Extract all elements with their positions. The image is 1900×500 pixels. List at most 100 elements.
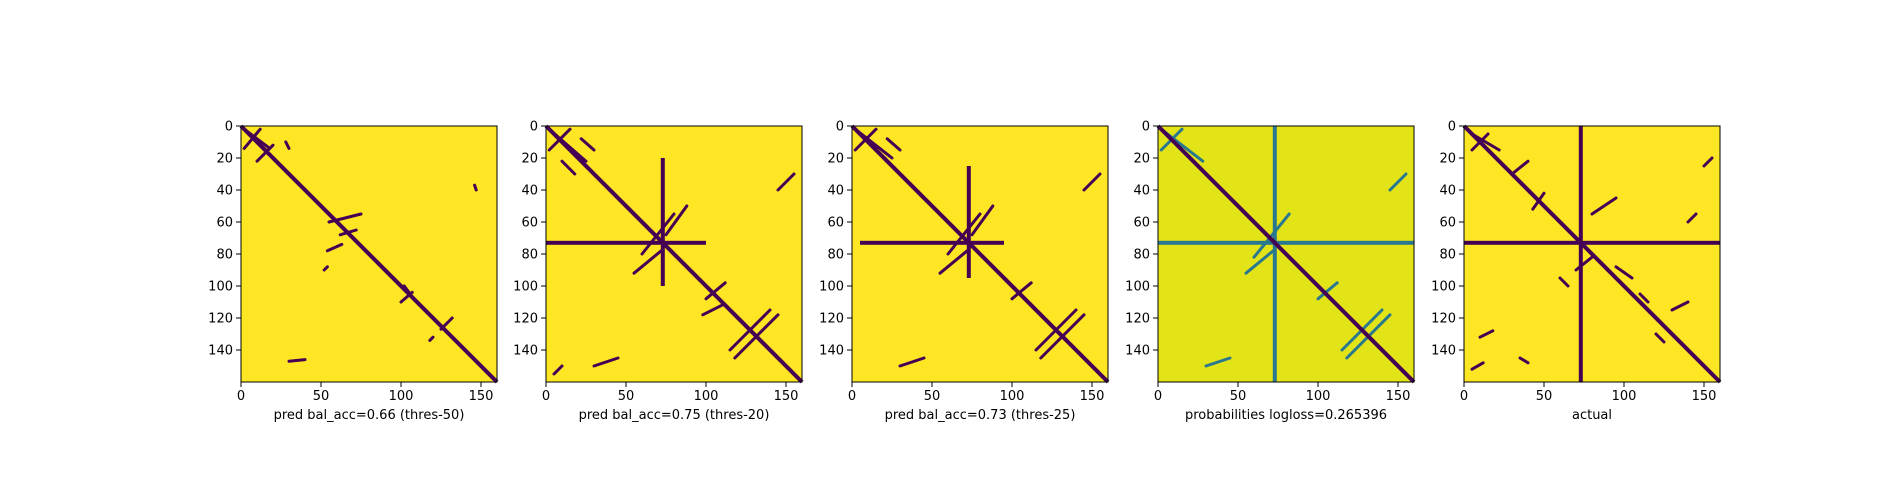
x-tick-label: 100	[1612, 389, 1637, 404]
contact-band	[1614, 265, 1634, 280]
diagonal-band	[850, 124, 1110, 384]
contact-band	[938, 249, 969, 275]
contact-band	[664, 204, 689, 237]
diagonal-band	[239, 124, 499, 384]
y-tick-label: 100	[819, 280, 844, 295]
contact-band	[1388, 172, 1408, 192]
y-tick-label: 20	[1439, 152, 1456, 167]
contact-band	[473, 183, 478, 192]
contact-band	[946, 212, 982, 256]
y-tick-label: 80	[1439, 248, 1456, 263]
x-tick-label: 100	[389, 389, 414, 404]
contact-band	[1686, 212, 1698, 224]
contact-band	[579, 137, 596, 152]
y-tick-label: 60	[827, 216, 844, 231]
y-tick-label: 0	[1448, 120, 1456, 135]
y-tick-label: 60	[1439, 216, 1456, 231]
y-tick-label: 0	[530, 120, 538, 135]
row-line	[1464, 240, 1720, 245]
x-tick-label: 150	[774, 389, 799, 404]
y-tick-label: 120	[1431, 312, 1456, 327]
y-tick-label: 40	[1439, 184, 1456, 199]
contact-band	[1574, 255, 1594, 272]
x-tick-label: 50	[1230, 389, 1247, 404]
contact-band	[287, 358, 307, 363]
x-axis-label: probabilities logloss=0.265396	[1185, 408, 1387, 423]
heatmap-panel-5: 0 50 100 150 0 20 40 60 80 100 120 140 actual	[1431, 120, 1722, 423]
y-tick-label: 20	[1133, 152, 1150, 167]
contact-band	[552, 364, 564, 376]
x-axis-label: pred bal_acc=0.75 (thres-20)	[579, 408, 770, 423]
y-tick-label: 120	[208, 312, 233, 327]
contact-band	[701, 303, 724, 317]
y-tick-label: 120	[513, 312, 538, 327]
y-tick-label: 80	[1133, 248, 1150, 263]
contact-band	[592, 356, 620, 368]
x-axis-label: pred bal_acc=0.66 (thres-50)	[274, 408, 465, 423]
contact-band	[1654, 332, 1666, 344]
contact-band	[885, 137, 902, 152]
y-tick-label: 140	[513, 344, 538, 359]
contact-band	[325, 242, 344, 253]
diagonal-band	[1156, 124, 1416, 384]
row-line	[860, 240, 1004, 245]
contact-band	[1010, 281, 1033, 301]
x-tick-label: 0	[237, 389, 245, 404]
y-tick-label: 0	[836, 120, 844, 135]
y-tick-label: 100	[513, 280, 538, 295]
x-tick-label: 0	[848, 389, 856, 404]
x-tick-label: 50	[924, 389, 941, 404]
y-tick-label: 80	[216, 248, 233, 263]
y-tick-label: 60	[216, 216, 233, 231]
x-tick-label: 150	[1080, 389, 1105, 404]
contact-band	[1316, 281, 1339, 301]
contact-band	[322, 265, 329, 272]
x-tick-label: 150	[1386, 389, 1411, 404]
y-tick-label: 120	[1125, 312, 1150, 327]
contact-band	[1478, 329, 1495, 339]
contact-band	[428, 335, 435, 342]
contact-band	[1470, 361, 1485, 371]
y-tick-label: 40	[216, 184, 233, 199]
contact-band	[1244, 249, 1275, 275]
contact-band	[970, 204, 995, 237]
col-line	[660, 158, 665, 286]
y-tick-label: 60	[521, 216, 538, 231]
y-tick-label: 100	[1431, 280, 1456, 295]
heatmap-panel-3: 0 50 100 150 0 20 40 60 80 100 120 140 pred bal_acc=…	[819, 120, 1110, 423]
contact-band	[560, 159, 577, 176]
y-tick-label: 120	[819, 312, 844, 327]
y-tick-label: 80	[521, 248, 538, 263]
row-line	[546, 240, 706, 245]
row-line	[1158, 240, 1414, 245]
x-tick-label: 50	[618, 389, 635, 404]
x-tick-label: 0	[1460, 389, 1468, 404]
diagonal-band	[1462, 124, 1722, 384]
col-line	[1578, 126, 1583, 382]
contact-band	[284, 140, 291, 150]
contact-band	[1082, 172, 1102, 192]
y-tick-label: 100	[208, 280, 233, 295]
heatmap-panel-2: 0 50 100 150 0 20 40 60 80 100 120 140 pred bal_acc=…	[513, 120, 804, 423]
contact-band	[1638, 292, 1650, 304]
col-line	[966, 166, 971, 278]
contact-band	[1510, 159, 1530, 176]
y-tick-label: 140	[819, 344, 844, 359]
y-tick-label: 140	[208, 344, 233, 359]
y-tick-label: 0	[1142, 120, 1150, 135]
x-axis-label: pred bal_acc=0.73 (thres-25)	[885, 408, 1076, 423]
contact-band	[1252, 212, 1291, 259]
col-line	[1272, 126, 1277, 382]
x-tick-label: 0	[1154, 389, 1162, 404]
contact-band	[1702, 156, 1714, 168]
heatmap-panel-1: 0 50 100 150 0 20 40 60 80 100 120 140 pred bal_acc=…	[208, 120, 499, 423]
heatmap-panel-4: 0 50 100 150 0 20 40 60 80 100 120 140 probabilities…	[1125, 120, 1416, 423]
y-tick-label: 20	[521, 152, 538, 167]
y-tick-label: 80	[827, 248, 844, 263]
contact-band	[1204, 356, 1232, 368]
contact-band	[1518, 356, 1530, 365]
y-tick-label: 140	[1431, 344, 1456, 359]
x-tick-label: 150	[469, 389, 494, 404]
x-tick-label: 150	[1692, 389, 1717, 404]
x-axis-label: actual	[1572, 408, 1612, 423]
